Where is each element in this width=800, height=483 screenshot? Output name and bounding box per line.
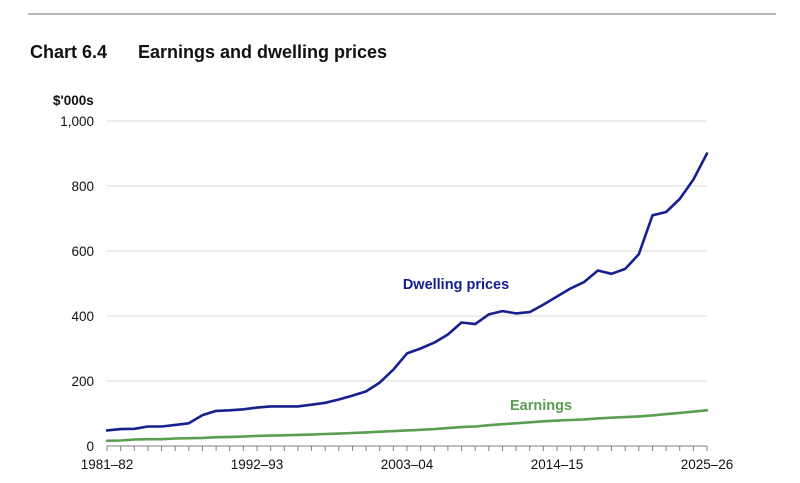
- chart-number: Chart 6.4: [30, 42, 108, 62]
- y-tick-label: 1,000: [60, 114, 94, 129]
- dwelling-prices-label: Dwelling prices: [403, 277, 509, 293]
- gridlines: [107, 120, 707, 382]
- y-axis-unit-label: $'000s: [53, 93, 94, 108]
- dwelling-prices-line: [105, 152, 709, 432]
- y-tick-label: 0: [86, 439, 94, 454]
- x-tick-label: 1992–93: [231, 457, 284, 472]
- chart-heading: Chart 6.4 Earnings and dwelling prices: [30, 42, 387, 63]
- labels: 0 200 400 600 800 1,000 1981–82 1992–93 2003–04 2…: [60, 114, 733, 472]
- x-tick-label: 1981–82: [81, 457, 134, 472]
- x-tick-label: 2014–15: [531, 457, 584, 472]
- chart-title: Earnings and dwelling prices: [138, 42, 388, 62]
- top-rule: [28, 13, 776, 15]
- x-tick-label: 2025–26: [681, 457, 734, 472]
- y-tick-label: 400: [71, 309, 94, 324]
- x-tick-label: 2003–04: [381, 457, 434, 472]
- earnings-label: Earnings: [510, 398, 572, 414]
- earnings-line: [105, 408, 709, 443]
- axes: [106, 445, 708, 451]
- y-tick-label: 800: [71, 179, 94, 194]
- y-tick-label: 200: [71, 374, 94, 389]
- series-lines: [105, 152, 709, 443]
- y-tick-label: 600: [71, 244, 94, 259]
